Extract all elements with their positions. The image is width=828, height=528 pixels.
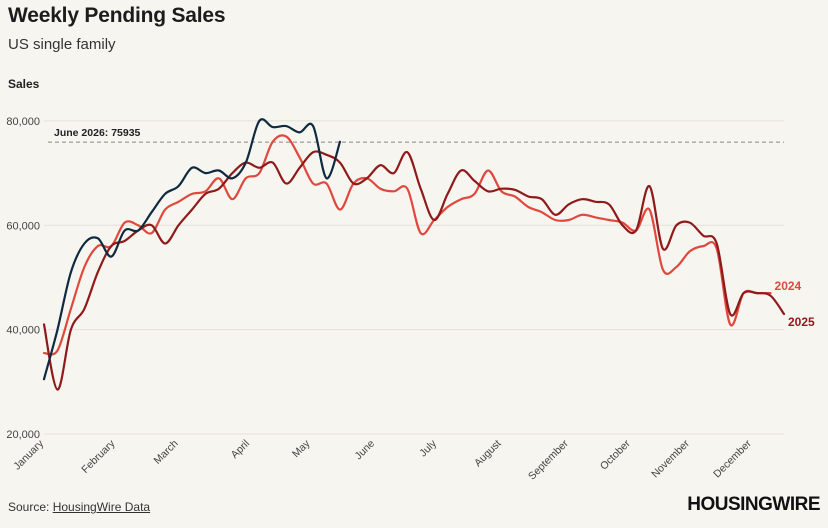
series-line-2024 — [42, 134, 772, 356]
x-tick-label-october: October — [598, 437, 633, 472]
x-tick-label-november: November — [649, 437, 692, 480]
y-tick-label-80000: 80,000 — [6, 116, 40, 128]
x-tick-label-july: July — [417, 437, 439, 459]
x-tick-label-april: April — [229, 438, 252, 461]
source-link[interactable]: HousingWire Data — [52, 500, 151, 514]
x-tick-label-may: May — [290, 437, 313, 460]
chart-subtitle: US single family — [8, 36, 116, 53]
x-tick-label-august: August — [472, 438, 504, 470]
x-tick-label-january: January — [11, 437, 46, 472]
series-line-2026 — [42, 118, 342, 381]
x-tick-label-june: June — [353, 438, 378, 463]
series-label-2024: 2024 — [775, 279, 802, 293]
housingwire-logo: HOUSINGWIRE — [687, 494, 820, 515]
x-tick-label-march: March — [152, 438, 181, 467]
source-note: Source: HousingWire Data — [8, 500, 150, 514]
x-tick-label-september: September — [526, 437, 571, 482]
y-tick-label-60000: 60,000 — [6, 220, 40, 232]
x-tick-label-december: December — [711, 437, 754, 480]
y-tick-label-20000: 20,000 — [6, 429, 40, 441]
x-tick-label-february: February — [79, 437, 118, 476]
y-tick-label-40000: 40,000 — [6, 325, 40, 337]
chart-title: Weekly Pending Sales — [8, 4, 226, 27]
series-label-2025: 2025 — [788, 315, 815, 329]
y-axis-label: Sales — [8, 77, 40, 91]
source-prefix: Source: — [8, 500, 53, 514]
reference-line-label: June 2026: 75935 — [54, 127, 141, 139]
series-line-2025 — [42, 150, 786, 391]
